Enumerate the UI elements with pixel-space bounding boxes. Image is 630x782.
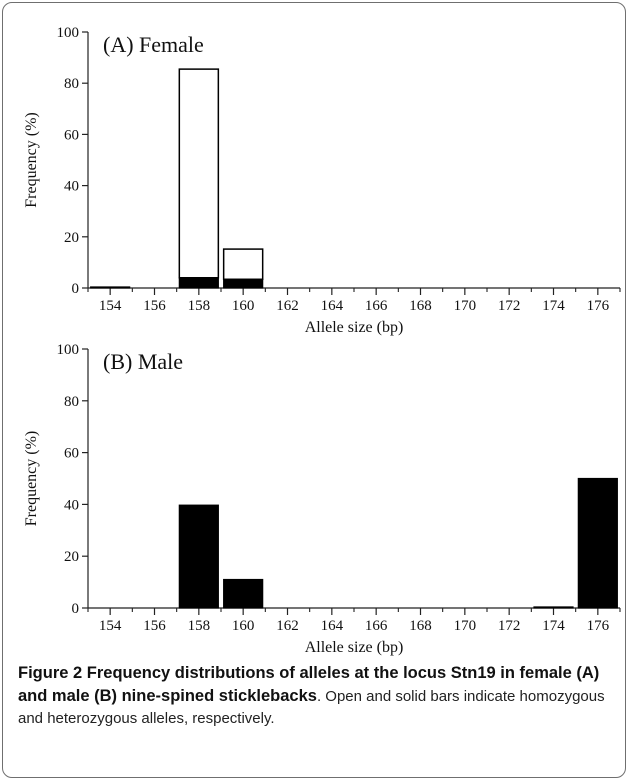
figure-caption: Figure 2 Frequency distributions of alle… bbox=[18, 662, 614, 730]
x-tick-label: 174 bbox=[542, 618, 565, 634]
x-tick-label: 164 bbox=[321, 298, 344, 314]
x-axis-label: Allele size (bp) bbox=[305, 639, 404, 656]
bars bbox=[90, 68, 264, 289]
caption-title: Figure 2 Frequency distributions of alle… bbox=[18, 664, 600, 705]
y-tick-label: 40 bbox=[64, 497, 79, 513]
x-tick-label: 166 bbox=[365, 618, 388, 634]
bar-heterozygous-158 bbox=[178, 277, 219, 289]
y-ticks: 0 20 40 60 80 100 bbox=[57, 25, 88, 297]
x-tick-label: 168 bbox=[409, 618, 432, 634]
y-tick-label: 100 bbox=[57, 25, 80, 41]
x-tick-label: 176 bbox=[587, 618, 610, 634]
x-axis-label: Allele size (bp) bbox=[305, 319, 404, 336]
figure-charts: 0 20 40 60 80 100 154 156 158 160 162 164 166 168 170… bbox=[23, 25, 621, 656]
x-tick-label: 170 bbox=[454, 618, 477, 634]
bar-heterozygous-160 bbox=[223, 278, 264, 289]
panel-male: 0 20 40 60 80 100 154 156 158 160 162 164 166 168 170… bbox=[23, 342, 621, 656]
x-tick-label: 172 bbox=[498, 618, 521, 634]
y-axis-label: Frequency (%) bbox=[23, 112, 40, 208]
x-tick-label: 158 bbox=[188, 298, 211, 314]
x-tick-label: 166 bbox=[365, 298, 388, 314]
caption-text: . Open and solid bars indicate homozygou… bbox=[18, 688, 605, 727]
bar-heterozygous-176 bbox=[577, 477, 618, 609]
x-tick-label: 160 bbox=[232, 298, 255, 314]
y-tick-label: 20 bbox=[64, 230, 79, 246]
y-tick-label: 0 bbox=[72, 601, 80, 617]
x-tick-label: 156 bbox=[143, 618, 166, 634]
x-ticks: 154 156 158 160 162 164 166 168 170 172 174 176 bbox=[87, 608, 621, 634]
y-tick-label: 20 bbox=[64, 549, 79, 565]
x-tick-label: 154 bbox=[99, 618, 122, 634]
y-tick-label: 0 bbox=[72, 281, 80, 297]
panel-female: 0 20 40 60 80 100 154 156 158 160 162 164 166 168 170… bbox=[23, 25, 621, 336]
panel-label: (B) Male bbox=[103, 349, 183, 374]
x-tick-label: 160 bbox=[232, 618, 255, 634]
bars bbox=[178, 477, 618, 609]
x-tick-label: 156 bbox=[143, 298, 166, 314]
y-tick-label: 80 bbox=[64, 76, 79, 92]
y-tick-label: 80 bbox=[64, 394, 79, 410]
x-tick-label: 162 bbox=[276, 618, 299, 634]
bar-heterozygous-174 bbox=[533, 606, 574, 609]
y-tick-label: 60 bbox=[64, 127, 79, 143]
y-tick-label: 100 bbox=[57, 342, 80, 358]
x-tick-label: 176 bbox=[587, 298, 610, 314]
y-ticks: 0 20 40 60 80 100 bbox=[57, 342, 88, 617]
x-tick-label: 162 bbox=[276, 298, 299, 314]
panel-label: (A) Female bbox=[103, 32, 204, 57]
x-tick-label: 154 bbox=[99, 298, 122, 314]
y-tick-label: 40 bbox=[64, 179, 79, 195]
x-tick-label: 174 bbox=[542, 298, 565, 314]
bar-homozygous-158 bbox=[178, 68, 220, 279]
x-tick-label: 158 bbox=[188, 618, 211, 634]
x-tick-label: 164 bbox=[321, 618, 344, 634]
x-tick-label: 172 bbox=[498, 298, 521, 314]
bar-heterozygous-158 bbox=[178, 504, 219, 609]
y-axis-label: Frequency (%) bbox=[23, 431, 40, 527]
bar-heterozygous-160 bbox=[223, 578, 264, 609]
x-ticks: 154 156 158 160 162 164 166 168 170 172 174 176 bbox=[87, 288, 621, 314]
x-tick-label: 170 bbox=[454, 298, 477, 314]
y-tick-label: 60 bbox=[64, 446, 79, 462]
bar-heterozygous-154 bbox=[90, 286, 131, 289]
x-tick-label: 168 bbox=[409, 298, 432, 314]
bar-homozygous-160 bbox=[222, 248, 264, 281]
